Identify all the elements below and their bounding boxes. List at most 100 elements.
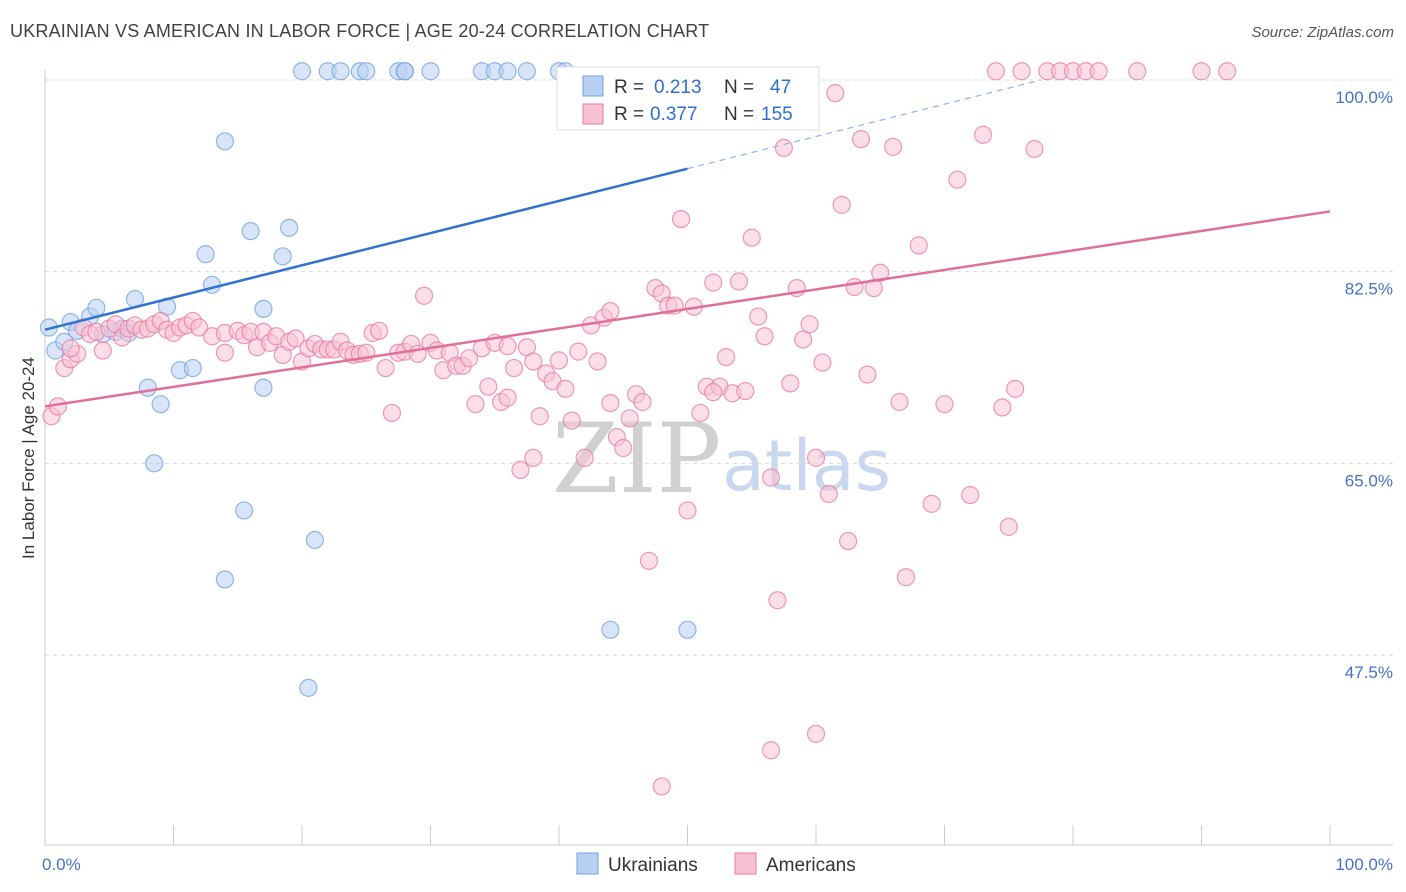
- point-americans-51: [382, 403, 402, 423]
- point-americans-136: [973, 125, 993, 144]
- point-americans-156: [601, 393, 620, 413]
- legend-label-americans: Americans: [766, 855, 856, 876]
- point-americans-155: [704, 383, 723, 402]
- watermark: ZIP atlas: [552, 403, 891, 515]
- point-americans-99: [691, 403, 710, 423]
- stats-n-label-ukrainians: N =: [724, 77, 754, 98]
- point-americans-142: [1025, 139, 1044, 159]
- point-americans-63: [459, 349, 479, 368]
- point-americans-74: [530, 407, 549, 426]
- point-americans-90: [633, 392, 652, 412]
- point-americans-56: [414, 286, 434, 305]
- point-ukrainians-25: [254, 299, 273, 319]
- point-americans-49: [370, 321, 389, 340]
- point-americans-81: [575, 448, 594, 467]
- stats-swatch-ukrainians: [582, 75, 604, 97]
- axes: [44, 70, 1393, 846]
- y-tick-label-1: 82.5%: [1345, 280, 1393, 299]
- point-americans-83: [588, 352, 607, 371]
- point-ukrainians-24: [254, 378, 273, 397]
- point-americans-149: [1192, 62, 1211, 81]
- point-americans-73: [524, 448, 543, 467]
- stats-legend-box: R = 0.213 N = 47 R = 0.377 N = 155: [556, 66, 820, 131]
- point-americans-130: [896, 568, 916, 587]
- point-ukrainians-19: [202, 275, 222, 294]
- stats-r-value-ukrainians: 0.213: [654, 77, 702, 98]
- point-americans-36: [286, 329, 305, 348]
- legend-swatch-americans: [734, 852, 757, 875]
- point-americans-120: [826, 84, 845, 103]
- x-tick-label-0: 0.0%: [42, 855, 81, 874]
- point-ukrainians-23: [241, 222, 260, 241]
- point-americans-116: [800, 315, 819, 334]
- point-ukrainians-38: [421, 62, 440, 81]
- stats-swatch-americans: [582, 103, 604, 125]
- point-americans-117: [806, 448, 826, 467]
- point-americans-71: [511, 460, 530, 480]
- point-ukrainians-31: [331, 62, 350, 81]
- legend-swatch-ukrainians: [576, 852, 599, 875]
- point-americans-133: [935, 395, 954, 414]
- point-americans-139: [999, 517, 1018, 536]
- point-americans-101: [704, 273, 723, 292]
- point-americans-97: [678, 501, 697, 520]
- point-americans-109: [755, 327, 774, 346]
- point-americans-50: [376, 358, 395, 378]
- y-axis-label: In Labor Force | Age 20-24: [19, 357, 38, 559]
- point-americans-88: [620, 409, 639, 428]
- point-americans-125: [858, 365, 877, 384]
- point-americans-85: [601, 301, 620, 321]
- point-americans-70: [504, 358, 524, 378]
- watermark-atlas: atlas: [722, 425, 891, 507]
- point-americans-134: [948, 170, 967, 189]
- point-americans-158: [498, 388, 517, 407]
- point-americans-124: [851, 130, 871, 149]
- point-ukrainians-29: [305, 530, 324, 550]
- stats-n-value-ukrainians: 47: [770, 77, 791, 98]
- point-americans-110: [761, 468, 781, 487]
- point-americans-80: [569, 342, 588, 361]
- point-americans-127: [871, 263, 890, 282]
- point-ukrainians-33: [299, 678, 318, 697]
- point-americans-137: [986, 62, 1006, 81]
- y-tick-label-3: 47.5%: [1345, 663, 1393, 682]
- point-americans-79: [562, 411, 581, 430]
- point-americans-119: [819, 484, 838, 504]
- point-americans-96: [671, 209, 691, 229]
- point-americans-25: [215, 343, 234, 362]
- point-americans-103: [716, 347, 736, 367]
- point-americans-113: [781, 374, 800, 393]
- point-ukrainians-12: [138, 378, 157, 397]
- trend-lines: [44, 79, 1331, 408]
- tick-labels: 100.0% 82.5% 65.0% 47.5% 0.0% 100.0%: [42, 88, 1393, 874]
- point-americans-105: [729, 272, 749, 291]
- point-ukrainians-46: [678, 620, 697, 639]
- point-ukrainians-13: [145, 454, 164, 473]
- trend-line-ukrainians-extension: [687, 79, 1042, 170]
- point-americans-111: [768, 591, 787, 610]
- point-americans-8: [93, 341, 112, 360]
- point-americans-69: [498, 337, 517, 356]
- bottom-legend: Ukrainians Americans: [576, 852, 856, 876]
- point-americans-112: [774, 138, 793, 158]
- point-ukrainians-20: [215, 570, 234, 589]
- point-ukrainians-6: [87, 298, 106, 317]
- point-americans-129: [890, 392, 909, 412]
- point-americans-152: [806, 724, 826, 743]
- point-americans-78: [556, 379, 575, 398]
- point-americans-108: [749, 307, 768, 326]
- stats-r-value-americans: 0.377: [650, 104, 698, 125]
- point-ukrainians-37: [395, 62, 414, 81]
- point-americans-151: [761, 741, 781, 760]
- point-ukrainians-22: [235, 501, 254, 520]
- legend-label-ukrainians: Ukrainians: [608, 855, 698, 876]
- point-americans-135: [961, 485, 980, 505]
- point-americans-138: [993, 398, 1012, 417]
- stats-n-value-americans: 155: [761, 104, 793, 125]
- stats-r-label-americans: R =: [614, 104, 644, 125]
- y-tick-label-0: 100.0%: [1335, 88, 1393, 107]
- chart-title: UKRAINIAN VS AMERICAN IN LABOR FORCE | A…: [10, 21, 710, 41]
- point-americans-121: [832, 195, 851, 214]
- point-americans-131: [909, 236, 928, 255]
